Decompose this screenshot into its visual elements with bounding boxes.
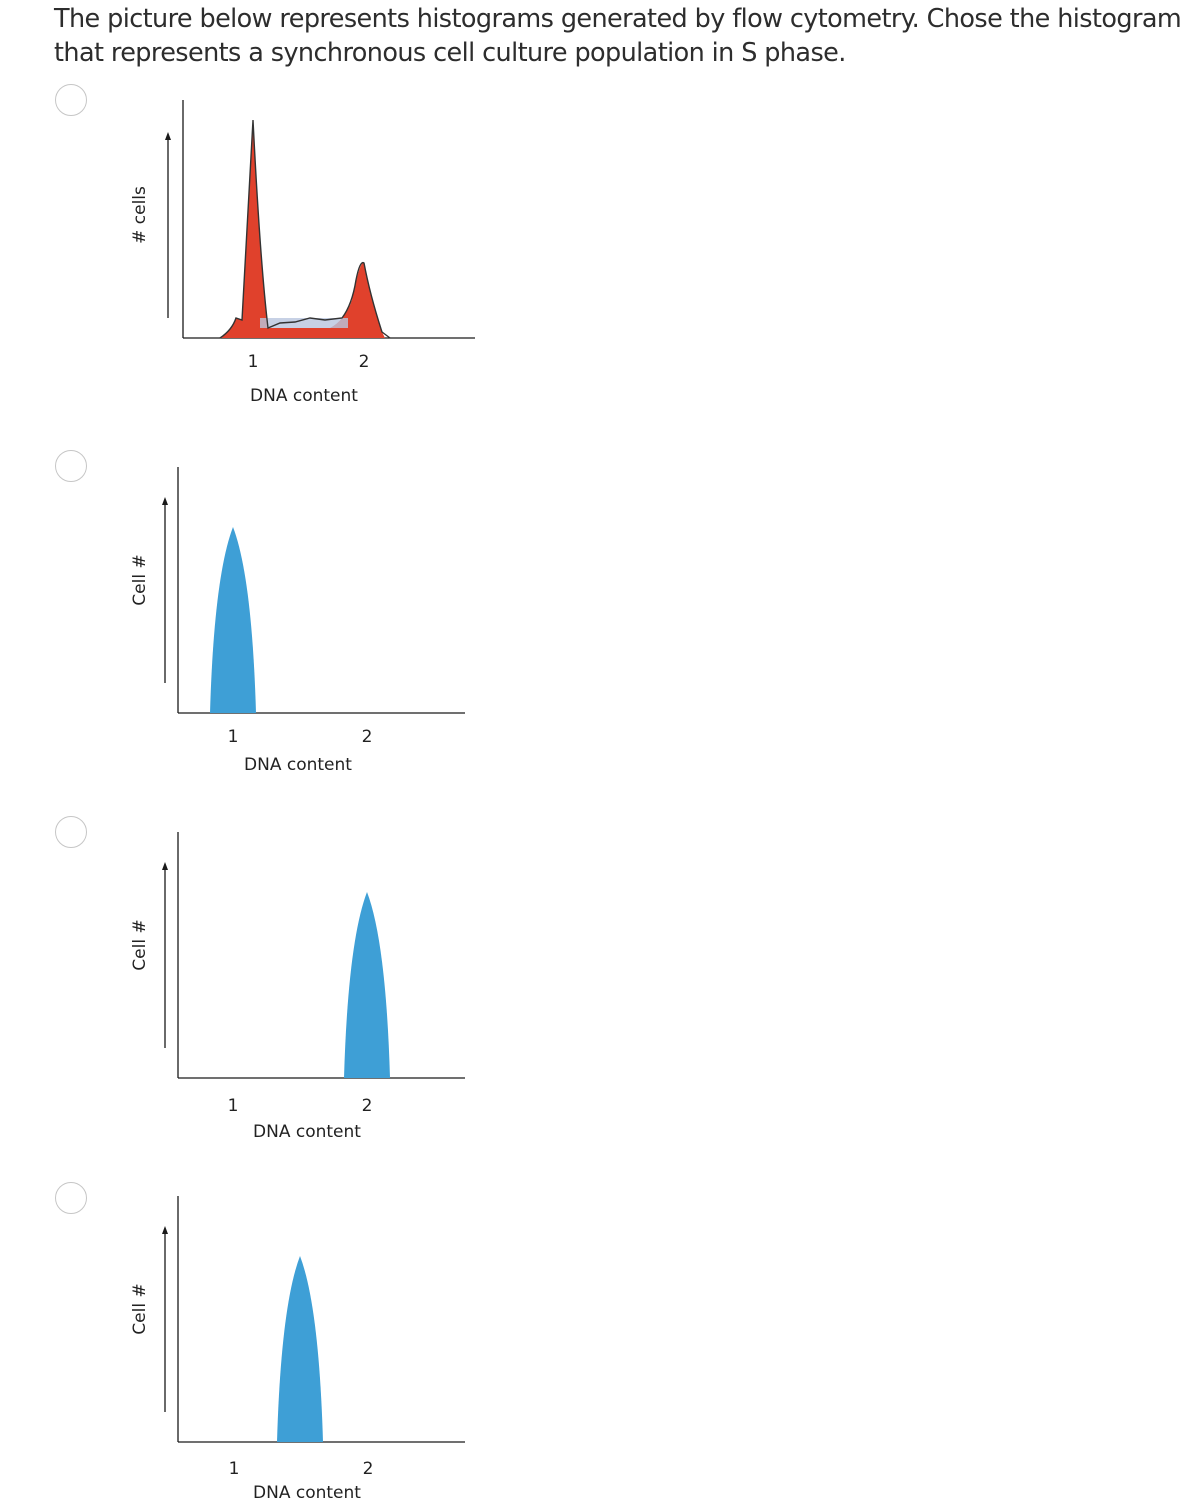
option-3-radio[interactable] xyxy=(55,816,87,848)
y-axis-arrowhead xyxy=(165,132,171,140)
option-3-histogram: 1 2 DNA content Cell # xyxy=(130,832,465,1142)
histogram-peak xyxy=(277,1256,323,1442)
x-axis-label: DNA content xyxy=(244,755,352,775)
x-tick-1: 1 xyxy=(229,1459,240,1479)
y-axis-label: # cells xyxy=(130,186,150,244)
option-4-histogram: 1 2 DNA content Cell # xyxy=(130,1196,465,1500)
x-axis-label: DNA content xyxy=(250,386,358,406)
x-axis-label: DNA content xyxy=(253,1122,361,1142)
x-tick-2: 2 xyxy=(362,727,373,747)
option-2-radio[interactable] xyxy=(55,450,87,482)
x-tick-1: 1 xyxy=(248,352,259,372)
x-axis-label: DNA content xyxy=(253,1483,361,1500)
histogram-peak xyxy=(344,892,390,1078)
y-axis-label: Cell # xyxy=(130,919,150,970)
histogram-shape xyxy=(219,119,391,339)
x-tick-2: 2 xyxy=(363,1459,374,1479)
question-text: The picture below represents histograms … xyxy=(54,4,1182,68)
y-axis-label: Cell # xyxy=(130,1283,150,1334)
x-tick-2: 2 xyxy=(362,1096,373,1116)
x-tick-2: 2 xyxy=(359,352,370,372)
option-2-histogram: 1 2 DNA content Cell # xyxy=(130,467,465,775)
option-4-radio[interactable] xyxy=(55,1182,87,1214)
option-1-radio[interactable] xyxy=(55,84,87,116)
y-axis-label: Cell # xyxy=(130,554,150,605)
option-1-histogram: 1 2 DNA content # cells xyxy=(130,100,475,406)
x-tick-1: 1 xyxy=(228,1096,239,1116)
histogram-peak xyxy=(210,527,256,713)
x-tick-1: 1 xyxy=(228,727,239,747)
